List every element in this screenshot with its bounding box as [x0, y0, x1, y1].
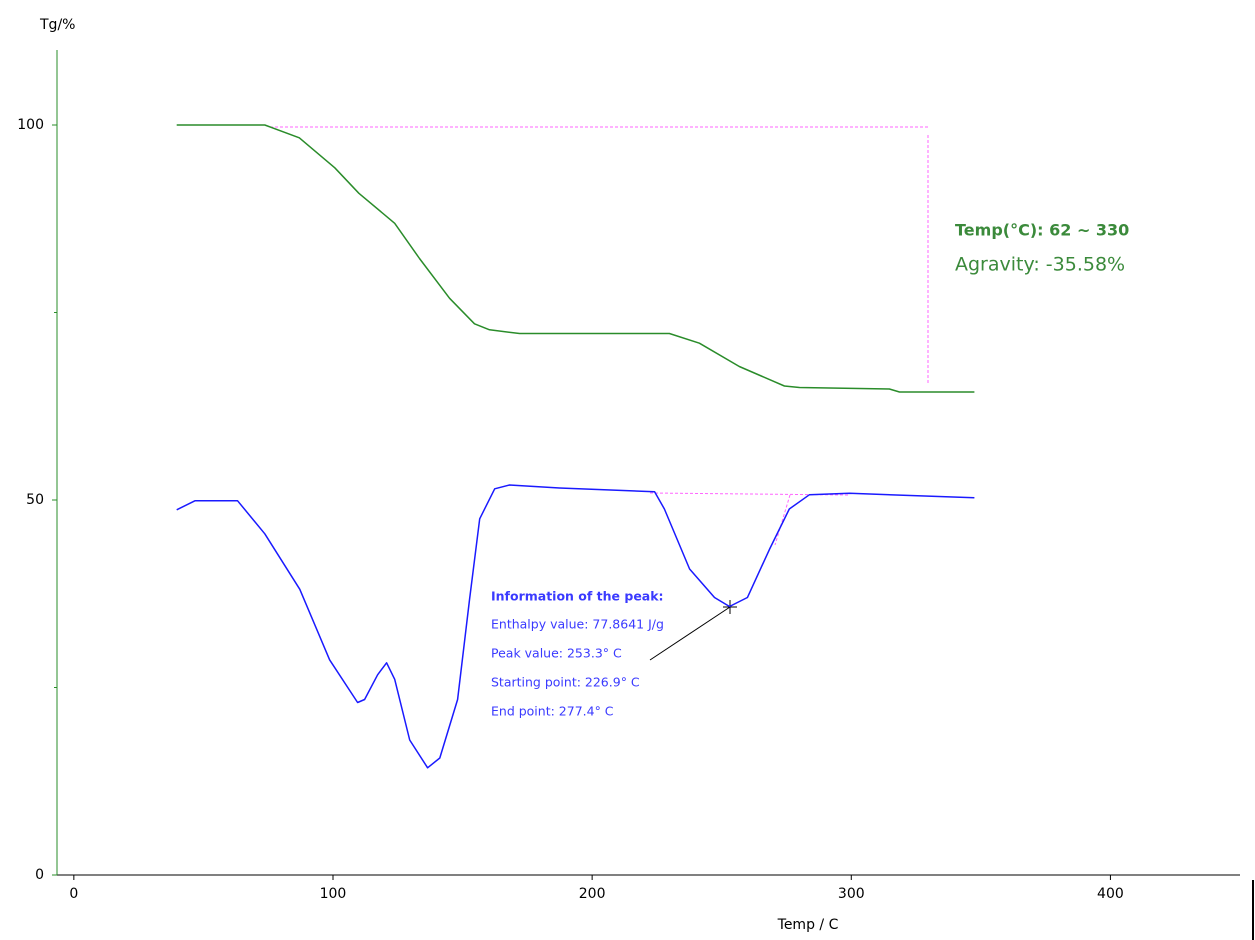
x-tick-label: 300: [838, 886, 865, 902]
peak-info: End point: 277.4° C: [491, 704, 614, 719]
peak-info: Enthalpy value: 77.8641 J/g: [491, 617, 664, 632]
y-tick-label: 100: [17, 117, 44, 133]
x-tick-label: 0: [69, 886, 78, 902]
series-line: [176, 124, 975, 393]
y-tick-label: 50: [26, 492, 44, 508]
annotation: Temp(°C): 62 ~ 330: [955, 221, 1129, 240]
y-tick-label: 0: [35, 867, 44, 883]
y-axis-label: Tg/%: [39, 17, 75, 33]
peak-info: Peak value: 253.3° C: [491, 646, 622, 661]
x-tick-label: 100: [320, 886, 347, 902]
x-tick-label: 200: [579, 886, 606, 902]
peak-info-title: Information of the peak:: [491, 589, 664, 604]
x-axis-label: Temp / C: [777, 917, 839, 933]
x-tick-label: 400: [1097, 886, 1124, 902]
peak-info: Starting point: 226.9° C: [491, 675, 640, 690]
annotation: Agravity: -35.58%: [955, 254, 1125, 276]
leader-line: [649, 606, 731, 661]
series-line: [176, 484, 975, 769]
annotation-guides: [270, 126, 929, 546]
